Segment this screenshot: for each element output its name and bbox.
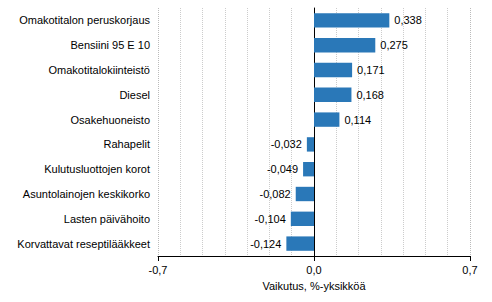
svg-text:0,338: 0,338: [394, 14, 422, 26]
svg-text:-0,104: -0,104: [255, 213, 286, 225]
svg-text:Vaikutus, %-yksikköä: Vaikutus, %-yksikköä: [262, 280, 366, 292]
svg-text:0,114: 0,114: [344, 114, 371, 126]
svg-text:Bensiini 95 E 10: Bensiini 95 E 10: [71, 39, 151, 51]
svg-text:Omakotitalon peruskorjaus: Omakotitalon peruskorjaus: [19, 14, 150, 26]
svg-text:-0,124: -0,124: [250, 238, 281, 250]
svg-text:-0,032: -0,032: [271, 138, 302, 150]
svg-text:-0,082: -0,082: [260, 188, 291, 200]
svg-text:0,168: 0,168: [356, 89, 384, 101]
svg-text:-0,7: -0,7: [149, 264, 168, 276]
svg-text:0,275: 0,275: [380, 39, 408, 51]
svg-text:-0,049: -0,049: [267, 163, 298, 175]
svg-text:Lasten päivähoito: Lasten päivähoito: [64, 213, 150, 225]
svg-text:Omakotitalokiinteistö: Omakotitalokiinteistö: [49, 64, 151, 76]
svg-text:0,7: 0,7: [462, 264, 477, 276]
svg-text:Osakehuoneisto: Osakehuoneisto: [71, 114, 151, 126]
svg-text:Kulutusluottojen korot: Kulutusluottojen korot: [44, 163, 150, 175]
svg-text:0,0: 0,0: [306, 264, 321, 276]
svg-text:Diesel: Diesel: [119, 89, 150, 101]
svg-text:Asuntolainojen keskikorko: Asuntolainojen keskikorko: [23, 188, 150, 200]
svg-text:Korvattavat reseptilääkkeet: Korvattavat reseptilääkkeet: [17, 238, 150, 250]
svg-text:0,171: 0,171: [357, 64, 385, 76]
svg-text:Rahapelit: Rahapelit: [104, 138, 150, 150]
